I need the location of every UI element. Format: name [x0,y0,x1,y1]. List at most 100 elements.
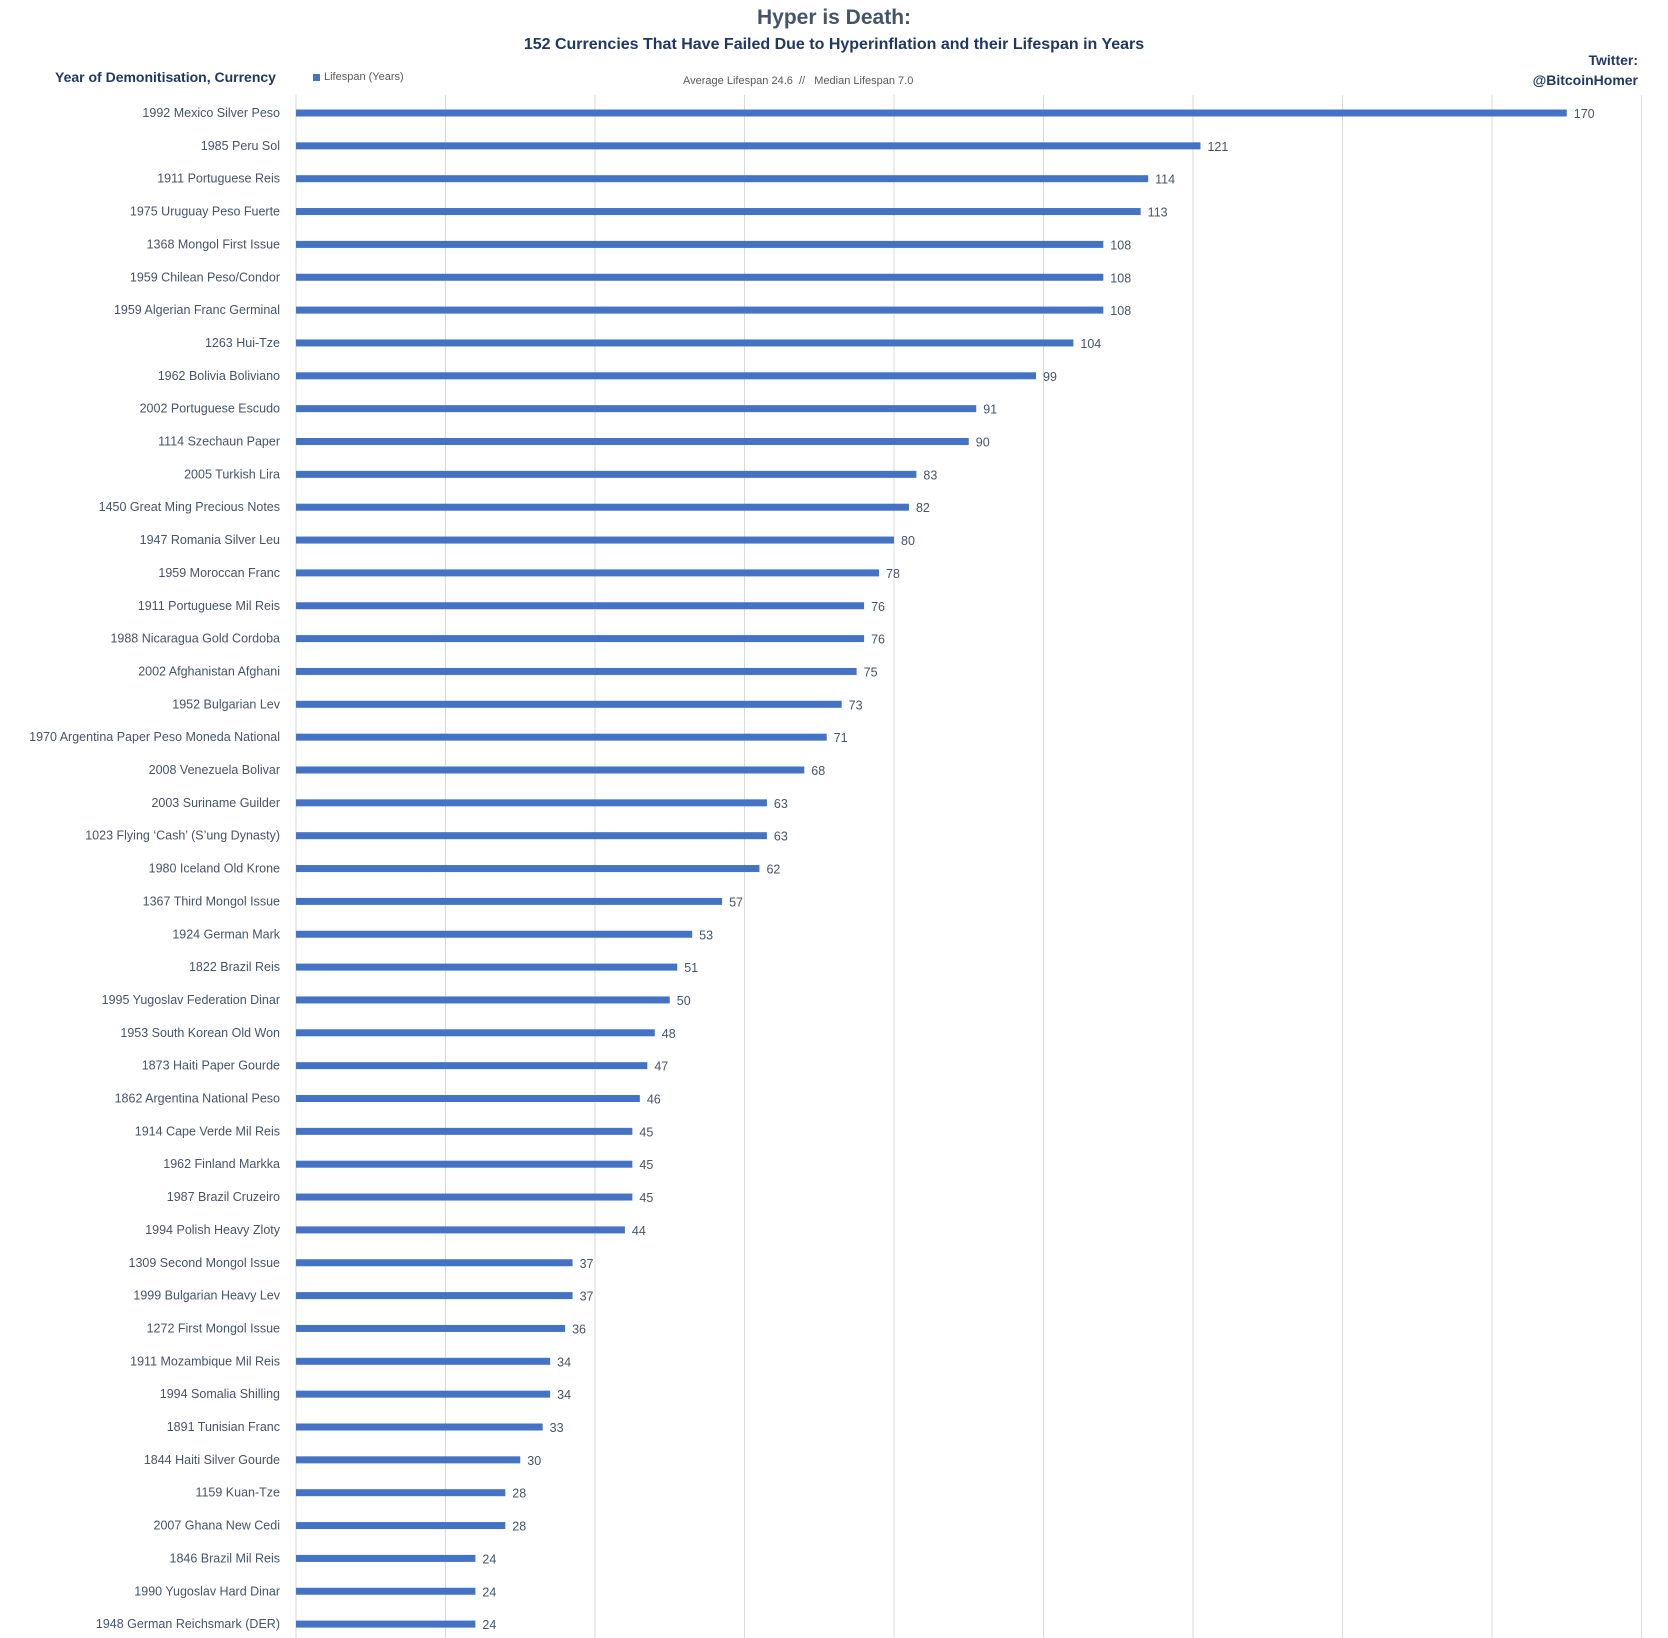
data-label: 24 [482,1585,496,1599]
data-label: 45 [639,1191,653,1205]
bar [296,1160,633,1168]
category-label: 1962 Finland Markka [163,1157,280,1171]
data-label: 99 [1043,370,1057,384]
data-label: 48 [662,1027,676,1041]
category-label: 1992 Mexico Silver Peso [142,106,280,120]
data-label: 114 [1155,173,1175,187]
bar [296,438,969,445]
data-label: 104 [1080,337,1101,351]
data-label: 28 [512,1520,526,1534]
bar [296,1620,476,1628]
data-label: 28 [512,1487,526,1501]
legend-label: Lifespan (Years) [324,71,404,83]
data-label: 47 [654,1060,668,1074]
bar [296,700,842,708]
data-label: 108 [1110,238,1131,252]
category-label: 1994 Somalia Shilling [160,1387,280,1401]
category-label: 1914 Cape Verde Mil Reis [135,1124,280,1138]
data-label: 76 [871,633,885,647]
chart-title: Hyper is Death: [756,6,912,29]
data-label: 53 [699,928,713,942]
bar [296,635,865,643]
category-label: 1995 Yugoslav Federation Dinar [102,993,280,1007]
data-label: 63 [774,830,788,844]
bar [296,766,805,774]
category-label: 1822 Brazil Reis [189,960,280,974]
bar [296,996,670,1004]
category-label: 1911 Portuguese Reis [157,172,280,186]
bar [296,536,894,544]
data-label: 90 [976,436,990,450]
category-label: 1846 Brazil Mil Reis [170,1551,280,1565]
bar [296,1127,633,1135]
bar [296,667,857,675]
bar [296,1554,476,1562]
category-label: 1962 Bolivia Boliviano [158,369,280,383]
category-label: 1272 First Mongol Issue [147,1321,280,1335]
bar [296,1390,551,1398]
bar [296,799,767,807]
bar [296,208,1141,216]
bar [296,240,1104,248]
bar [296,405,977,413]
bar [296,1193,633,1201]
category-label: 1911 Mozambique Mil Reis [130,1354,280,1368]
data-label: 75 [864,665,878,679]
category-label: 1367 Third Mongol Issue [143,894,280,908]
category-label: 1970 Argentina Paper Peso Moneda Nationa… [29,730,280,744]
bar [296,1423,543,1431]
category-label: 1924 German Mark [172,927,280,941]
data-label: 57 [729,895,743,909]
category-label: 1959 Algerian Franc Germinal [114,303,280,317]
bar [296,1095,640,1102]
category-label: 1368 Mongol First Issue [147,237,280,251]
data-label: 46 [647,1093,661,1107]
data-label: 76 [871,600,885,614]
data-label: 71 [834,731,848,745]
bar [296,1522,506,1530]
category-label: 1953 South Korean Old Won [120,1026,280,1040]
data-label: 50 [677,994,691,1008]
data-label: 63 [774,797,788,811]
bar [296,109,1567,117]
category-label: 1862 Argentina National Peso [115,1092,280,1106]
bar [296,470,917,478]
chart-subtitle: 152 Currencies That Have Failed Due to H… [523,36,1145,53]
category-label: 1450 Great Ming Precious Notes [99,500,280,514]
category-label: 1999 Bulgarian Heavy Lev [133,1289,280,1303]
data-label: 108 [1110,271,1131,285]
category-label: 1952 Bulgarian Lev [172,697,280,711]
category-label: 1114 Szechaun Paper [158,435,280,449]
bar [296,1587,476,1595]
category-label: 2008 Venezuela Bolivar [149,763,280,777]
bar [296,503,909,511]
data-label: 73 [849,698,863,712]
legend-swatch [313,73,320,81]
data-label: 51 [684,961,698,975]
data-label: 30 [527,1454,541,1468]
bar [296,372,1037,380]
bar [296,832,767,840]
category-label: 1980 Iceland Old Krone [149,862,280,876]
bar [296,733,827,741]
category-label: 2003 Suriname Guilder [151,796,280,810]
data-label: 37 [580,1257,594,1271]
data-label: 36 [572,1322,586,1336]
data-label: 34 [557,1388,571,1402]
category-label: 1959 Moroccan Franc [158,566,280,580]
category-label: 1985 Peru Sol [201,139,280,153]
data-label: 108 [1110,304,1131,318]
twitter-credit: Twitter: @BitcoinHomer [1533,50,1638,90]
bar [296,1226,625,1234]
bar [296,1357,551,1365]
data-label: 34 [557,1355,571,1369]
credit-label: Twitter: [1588,52,1638,68]
bar [296,1259,573,1267]
bar [296,1292,573,1300]
category-label: 1988 Nicaragua Gold Cordoba [110,632,280,646]
category-label: 1959 Chilean Peso/Condor [130,270,280,284]
data-label: 113 [1148,206,1168,220]
category-label: 1844 Haiti Silver Gourde [144,1453,280,1467]
legend: Lifespan (Years) [313,71,404,83]
bar [296,273,1104,281]
